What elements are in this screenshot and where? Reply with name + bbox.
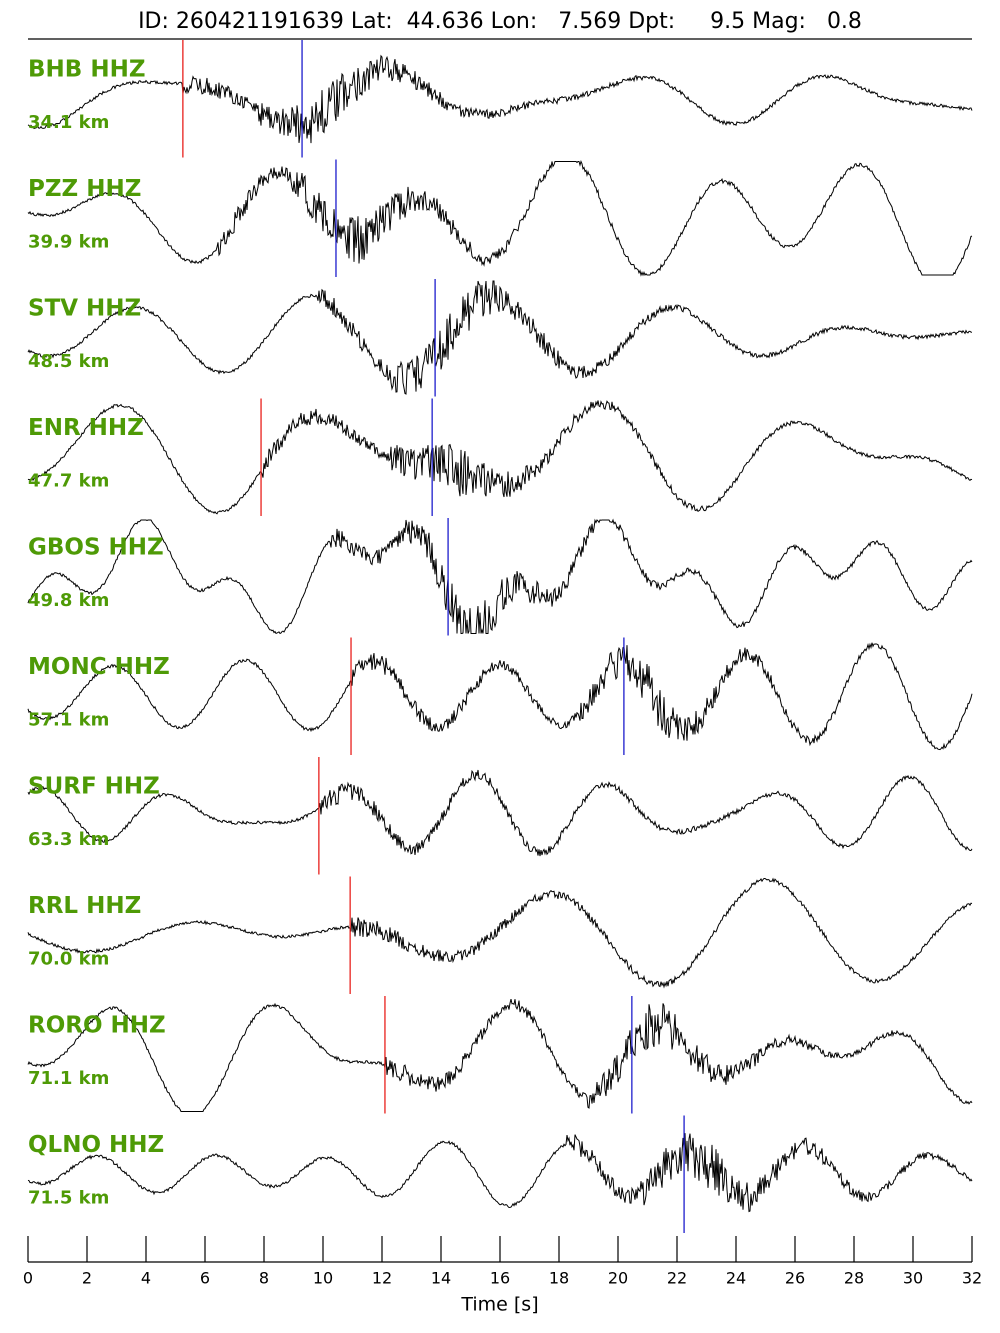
distance-label: 71.1 km bbox=[28, 1068, 109, 1089]
waveform bbox=[27, 54, 973, 144]
distance-label: 34.1 km bbox=[28, 112, 109, 133]
x-tick-label: 26 bbox=[785, 1269, 805, 1288]
waveform bbox=[27, 400, 973, 515]
station-label: GBOS HHZ bbox=[28, 535, 164, 561]
chart-title: ID: 260421191639 Lat: 44.636 Lon: 7.569 … bbox=[138, 9, 862, 34]
station-label: QLNO HHZ bbox=[28, 1132, 164, 1158]
x-tick-label: 12 bbox=[372, 1269, 392, 1288]
x-tick-label: 6 bbox=[200, 1269, 210, 1288]
x-tick-label: 16 bbox=[490, 1269, 510, 1288]
station-label: BHB HHZ bbox=[28, 57, 146, 83]
waveform bbox=[27, 1133, 973, 1213]
station-label: ENR HHZ bbox=[28, 415, 144, 441]
x-axis-label: Time [s] bbox=[460, 1294, 538, 1316]
distance-label: 39.9 km bbox=[28, 232, 109, 253]
x-tick-label: 22 bbox=[667, 1269, 687, 1288]
distance-label: 71.5 km bbox=[28, 1188, 109, 1209]
station-label: MONC HHZ bbox=[28, 654, 170, 680]
distance-label: 47.7 km bbox=[28, 471, 109, 492]
x-tick-label: 28 bbox=[844, 1269, 864, 1288]
distance-label: 48.5 km bbox=[28, 351, 109, 372]
waveform bbox=[27, 998, 973, 1112]
waveform bbox=[27, 160, 973, 277]
x-tick-label: 18 bbox=[549, 1269, 569, 1288]
distance-label: 57.1 km bbox=[28, 710, 109, 731]
station-label: STV HHZ bbox=[28, 296, 141, 322]
station-label: PZZ HHZ bbox=[28, 176, 141, 202]
distance-label: 49.8 km bbox=[28, 590, 109, 611]
x-tick-label: 4 bbox=[141, 1269, 151, 1288]
waveform bbox=[27, 518, 973, 635]
x-tick-label: 20 bbox=[608, 1269, 628, 1288]
station-label: RRL HHZ bbox=[28, 893, 141, 919]
station-label: SURF HHZ bbox=[28, 774, 160, 800]
waveform bbox=[27, 877, 973, 989]
x-tick-label: 24 bbox=[726, 1269, 746, 1288]
waveform bbox=[27, 769, 973, 857]
x-tick-label: 32 bbox=[962, 1269, 982, 1288]
x-tick-label: 14 bbox=[431, 1269, 451, 1288]
distance-label: 70.0 km bbox=[28, 949, 109, 970]
waveform bbox=[27, 280, 973, 395]
station-label: RORO HHZ bbox=[28, 1013, 166, 1039]
distance-label: 63.3 km bbox=[28, 829, 109, 850]
x-tick-label: 2 bbox=[82, 1269, 92, 1288]
x-tick-label: 30 bbox=[903, 1269, 923, 1288]
waveform bbox=[27, 642, 973, 751]
x-tick-label: 8 bbox=[259, 1269, 269, 1288]
x-tick-label: 10 bbox=[313, 1269, 333, 1288]
x-tick-label: 0 bbox=[23, 1269, 33, 1288]
